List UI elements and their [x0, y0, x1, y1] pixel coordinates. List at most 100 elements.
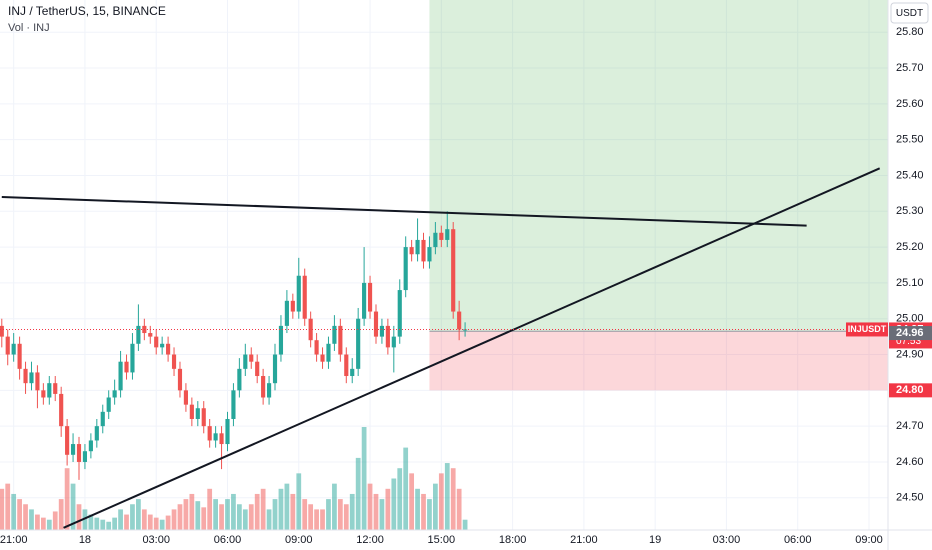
volume-bar [278, 488, 284, 530]
volume-bar [343, 504, 349, 530]
candle-body [166, 343, 171, 355]
candle-body [385, 325, 390, 348]
volume-bar [165, 515, 171, 530]
volume-bar [462, 519, 468, 530]
volume-bar [29, 509, 34, 530]
candle-body [308, 318, 313, 341]
candle-body [439, 232, 444, 240]
y-tick-label: 25.30 [896, 205, 924, 217]
candle-body [11, 343, 16, 355]
trendline [1, 195, 807, 227]
volume-bar [171, 509, 177, 530]
candle-body [17, 343, 22, 369]
volume-bar [23, 504, 28, 530]
x-tick-label: 03:00 [713, 534, 741, 546]
candle-body [296, 275, 301, 312]
volume-bar [444, 463, 450, 530]
candle-body [421, 239, 426, 262]
candle-body [148, 333, 153, 337]
volume-bar [337, 499, 343, 530]
loss-zone [429, 331, 888, 391]
candle-body [177, 368, 183, 391]
candle-body [112, 390, 117, 398]
currency-button[interactable] [890, 2, 929, 24]
volume-bar [391, 478, 397, 530]
candle-body [106, 397, 111, 412]
volume-bar [308, 504, 314, 530]
volume-bar [367, 483, 373, 530]
volume-bar [320, 509, 325, 530]
volume-bar [433, 483, 438, 530]
candle-body [41, 390, 46, 398]
volume-bar [124, 514, 129, 530]
y-tick-label: 25.20 [896, 241, 924, 253]
candle-body [183, 390, 188, 405]
price-tag-label: 24.96 [896, 327, 924, 339]
volume-bar [236, 504, 242, 530]
volume-bar [349, 493, 355, 530]
x-tick-label: 03:00 [142, 534, 170, 546]
candle-body [201, 408, 206, 427]
volume-bar [88, 514, 94, 530]
candle-body [219, 433, 224, 445]
candle-body [136, 325, 141, 344]
candle-body [189, 404, 194, 419]
y-tick-label: 25.50 [896, 134, 924, 146]
volume-bar [46, 519, 52, 530]
x-tick-label: 06:00 [214, 534, 242, 546]
candle-body [379, 325, 385, 337]
volume-bar [379, 499, 385, 530]
candle-body [47, 383, 52, 398]
currency-label[interactable]: USDT [896, 8, 923, 19]
candle-body [29, 372, 34, 384]
candle-body [344, 354, 349, 377]
volume-bar [225, 499, 230, 530]
volume-bar [260, 488, 266, 530]
candle-body [367, 282, 373, 312]
x-tick-label: 12:00 [356, 534, 384, 546]
volume-bar [147, 514, 153, 530]
plot-area [0, 0, 888, 530]
candle-body [225, 418, 230, 445]
volume-bar [373, 493, 379, 530]
volume-bar [195, 501, 201, 530]
volume-bar [183, 499, 189, 530]
y-tick-label: 25.40 [896, 169, 924, 181]
candle-body [356, 318, 361, 369]
candle-body [332, 325, 337, 344]
candle-body [130, 343, 135, 373]
candle-body [5, 336, 10, 355]
volume-bar [248, 504, 254, 530]
x-tick-label: 15:00 [428, 534, 456, 546]
candle-body [207, 426, 212, 441]
volume-bar [254, 493, 260, 530]
candle-body [326, 343, 331, 362]
volume-bar [284, 483, 290, 530]
candle-body [445, 229, 450, 240]
candle-body [403, 247, 408, 291]
volume-bar [272, 499, 278, 530]
y-tick-label: 25.80 [896, 26, 924, 38]
y-tick-label: 25.60 [896, 98, 924, 110]
volume-bar [17, 499, 22, 530]
volume-bar [189, 493, 195, 530]
candle-body [118, 361, 123, 391]
candle-body [261, 376, 266, 398]
volume-bar [421, 493, 426, 530]
x-tick-label: 09:00 [855, 534, 883, 546]
volume-bar [332, 483, 337, 530]
volume-bar [11, 493, 17, 530]
price-tag [889, 383, 932, 398]
y-tick-label: 25.10 [896, 277, 924, 289]
volume-bar [100, 519, 106, 530]
volume-bar [201, 507, 207, 530]
chart-title: INJ / TetherUS, 15, BINANCE [8, 4, 166, 18]
countdown-label: 07:53 [896, 336, 921, 347]
candle-body [451, 229, 456, 312]
candle-body [284, 300, 289, 326]
volume-bar [64, 468, 70, 530]
y-tick-label: 24.60 [896, 456, 924, 468]
candle-body [457, 311, 462, 330]
